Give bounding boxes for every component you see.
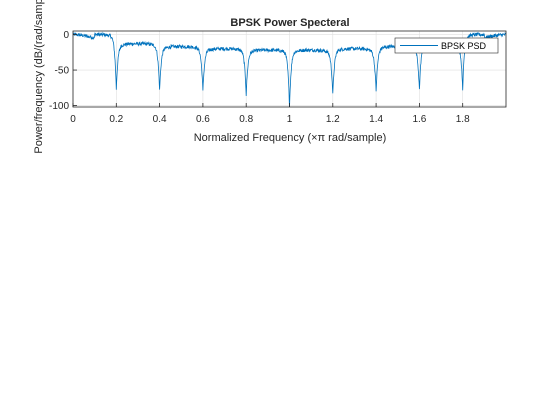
chart-title: BPSK Power Specteral	[230, 17, 349, 29]
y-axis-ticks: 0 -50 -100	[49, 30, 77, 112]
x-tick-label: 1.6	[412, 114, 426, 125]
x-tick-label: 0.2	[109, 114, 123, 125]
x-tick-label: 1	[287, 114, 293, 125]
y-tick-label: -100	[49, 101, 69, 112]
x-tick-label: 1.8	[456, 114, 470, 125]
x-tick-label: 0.6	[196, 114, 210, 125]
legend: BPSK PSD	[394, 37, 499, 54]
y-tick-label: -50	[55, 66, 70, 77]
x-tick-label: 1.2	[326, 114, 340, 125]
y-axis-label: Power/frequency (dB/(rad/sample))	[33, 0, 45, 154]
x-axis-ticks: 0 0.2 0.4 0.6 0.8 1 1.2 1.4 1.6 1.8	[70, 103, 470, 125]
y-tick-label: 0	[63, 30, 69, 41]
grid-lines	[72, 31, 506, 107]
x-axis-label: Normalized Frequency (×π rad/sample)	[194, 132, 387, 144]
legend-label-bpsk-psd: BPSK PSD	[441, 41, 487, 51]
x-tick-label: 1.4	[369, 114, 383, 125]
x-tick-label: 0	[70, 114, 76, 125]
x-tick-label: 0.4	[153, 114, 167, 125]
legend-box	[394, 37, 499, 54]
x-tick-label: 0.8	[239, 114, 253, 125]
